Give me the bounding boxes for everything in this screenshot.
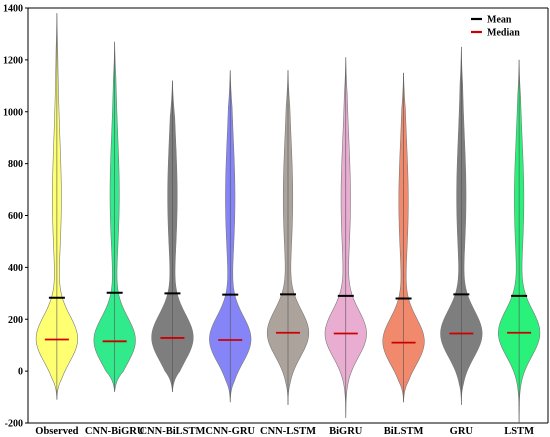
legend: Mean Median — [471, 15, 520, 39]
violins — [35, 13, 541, 424]
y-tick-label: 200 — [8, 315, 23, 326]
x-tick-label: LSTM — [504, 426, 534, 437]
x-tick-label: CNN-BiLSTM — [139, 426, 205, 437]
legend-label: Median — [487, 28, 520, 39]
x-tick-label: CNN-BiGRU — [85, 426, 145, 437]
y-tick-label: -200 — [5, 419, 23, 430]
x-tick-label: BiGRU — [329, 426, 363, 437]
x-tick-label: CNN-GRU — [205, 426, 255, 437]
y-tick-label: 0 — [18, 367, 23, 378]
x-tick-label: CNN-LSTM — [260, 426, 316, 437]
legend-label: Mean — [487, 15, 512, 26]
y-tick-label: 1000 — [3, 107, 23, 118]
axes: -200 0 200 400 600 800 1000 1200 1400 Observed CNN… — [3, 4, 549, 437]
y-tick-label: 1200 — [3, 55, 23, 66]
y-tick-label: 800 — [8, 159, 23, 170]
y-tick-label: 1400 — [3, 4, 23, 15]
y-tick-label: 400 — [8, 263, 23, 274]
y-tick-label: 600 — [8, 211, 23, 222]
x-tick-label: BiLSTM — [384, 426, 424, 437]
x-tick-label: Observed — [35, 426, 78, 437]
x-tick-label: GRU — [450, 426, 474, 437]
